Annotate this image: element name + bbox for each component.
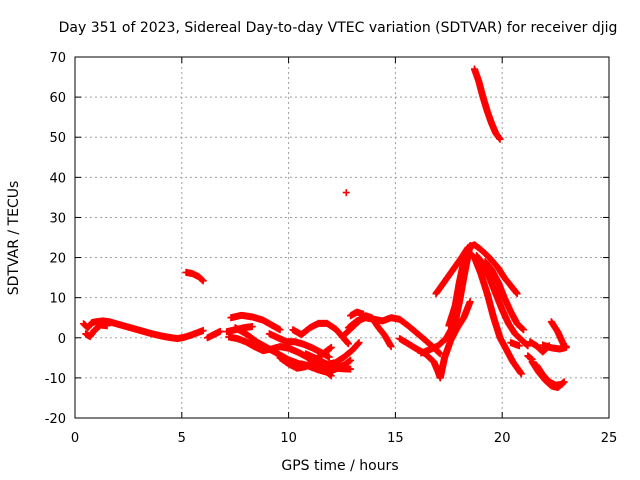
- x-tick-label: 0: [71, 431, 79, 446]
- data-point: [198, 276, 206, 284]
- data-point: [342, 189, 350, 197]
- x-tick-label: 10: [280, 431, 297, 446]
- y-tick-label: 0: [58, 332, 66, 347]
- data-point: [466, 298, 474, 306]
- data-series-track-17: [342, 189, 350, 197]
- data-series-track-30: [507, 339, 523, 350]
- data-point: [347, 365, 355, 373]
- data-point: [344, 340, 352, 348]
- data-series-track-18: [396, 298, 474, 382]
- y-tick-label: 40: [49, 171, 66, 186]
- axis-ticks: [74, 56, 610, 419]
- x-axis-label: GPS time / hours: [281, 458, 398, 474]
- x-tick-label: 15: [387, 431, 404, 446]
- data-series-track-3: [182, 268, 207, 285]
- y-tick-label: 30: [49, 211, 66, 226]
- x-tick-label: 20: [494, 431, 511, 446]
- data-point: [355, 339, 363, 347]
- data-point: [327, 343, 335, 351]
- y-tick-label: 10: [49, 292, 66, 307]
- data-point: [199, 327, 207, 335]
- data-point: [347, 356, 355, 364]
- data-point: [359, 310, 367, 318]
- data-series-track-22: [473, 252, 532, 350]
- data-point: [562, 343, 570, 351]
- data-point: [103, 322, 111, 330]
- data-point: [515, 342, 523, 350]
- data-point: [248, 323, 256, 331]
- data-point: [496, 135, 504, 143]
- data-series-track-27: [532, 361, 566, 389]
- data-series-track-23: [481, 258, 528, 334]
- data-point: [387, 343, 395, 351]
- y-axis-label: SDTVAR / TECUs: [6, 181, 22, 296]
- data-series-track-1: [80, 317, 207, 343]
- data-series-track-13: [302, 339, 363, 368]
- data-series-track-10: [276, 343, 335, 372]
- y-tick-label: 60: [49, 91, 66, 106]
- chart-title: Day 351 of 2023, Sidereal Day-to-day VTE…: [59, 20, 618, 36]
- data-marks: [80, 65, 570, 392]
- data-series-track-15: [344, 314, 444, 358]
- y-tick-label: 70: [49, 51, 66, 66]
- data-series-track-2: [82, 321, 111, 341]
- y-tick-label: -20: [45, 412, 66, 427]
- data-point: [513, 290, 521, 298]
- plot-frame: [74, 56, 610, 419]
- data-point: [199, 277, 207, 285]
- y-tick-label: 20: [49, 252, 66, 267]
- data-series-track-24: [470, 65, 504, 143]
- y-tick-label: -10: [45, 372, 66, 387]
- x-tick-label: 25: [601, 431, 618, 446]
- data-series-track-4: [203, 327, 224, 342]
- data-series-track-31: [524, 352, 536, 363]
- data-series-track-21: [445, 248, 525, 378]
- data-series-track-11: [289, 319, 352, 348]
- data-point: [276, 326, 284, 334]
- data-series-track-16: [347, 308, 367, 320]
- data-point: [558, 380, 566, 388]
- y-tick-label: 50: [49, 131, 66, 146]
- data-series-track-20: [432, 241, 521, 298]
- data-point: [325, 353, 333, 361]
- data-point: [520, 326, 528, 334]
- data-series-track-6: [227, 311, 284, 334]
- data-point: [517, 370, 525, 378]
- tick-labels: -20 -10 0 10 20 30 40 50 60 70 0 5 10 15 20 25: [45, 51, 618, 446]
- data-point: [216, 327, 224, 335]
- data-point: [528, 355, 536, 363]
- data-series-track-29: [539, 341, 570, 353]
- x-tick-label: 5: [178, 431, 186, 446]
- data-series-track-12: [297, 356, 355, 376]
